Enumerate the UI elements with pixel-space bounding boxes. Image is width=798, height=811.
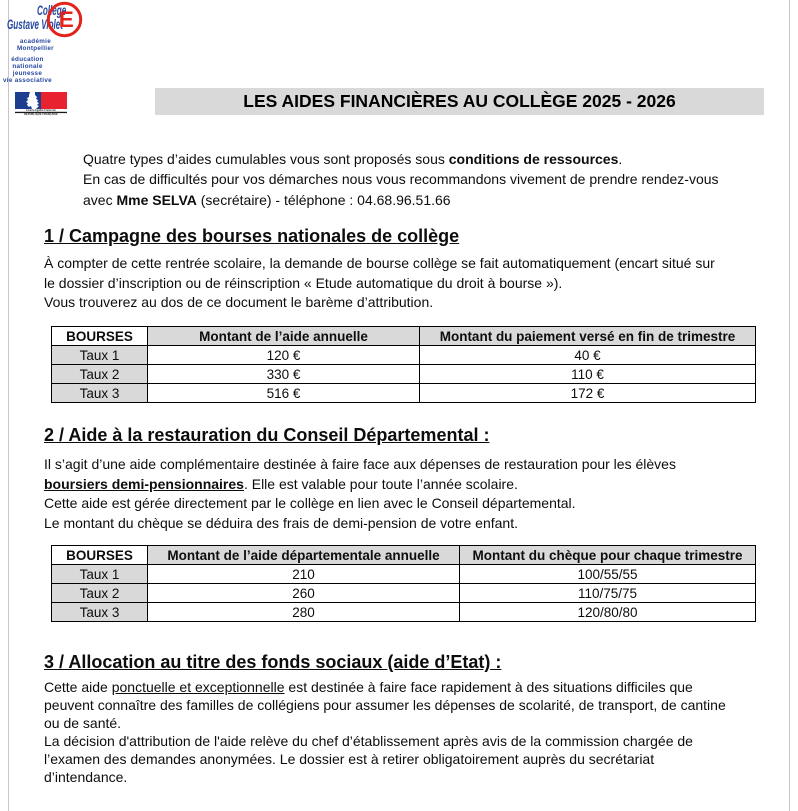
svg-text:Liberté Égalité Fraternité: Liberté Égalité Fraternité	[26, 109, 56, 112]
svg-text:E: E	[59, 7, 74, 32]
svg-text:RÉPUBLIQUE FRANÇAISE: RÉPUBLIQUE FRANÇAISE	[24, 113, 58, 116]
